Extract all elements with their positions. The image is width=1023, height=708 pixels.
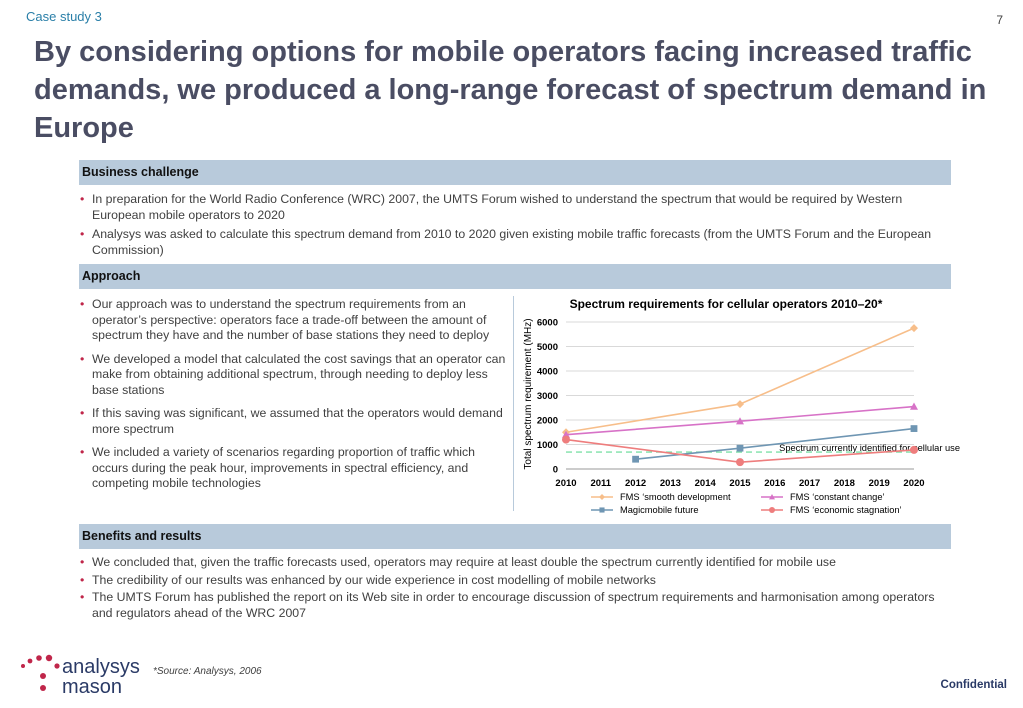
logo-text-analysys: analysys [62, 656, 140, 678]
chart-data-point [562, 435, 570, 444]
page-title: By considering options for mobile operat… [34, 36, 987, 144]
chart-y-tick-label: 1000 [537, 440, 558, 451]
page-number: 7 [996, 13, 1003, 27]
chart-data-point [910, 402, 918, 410]
chart-data-point [632, 455, 639, 463]
list-item: Analysys was asked to calculate this spe… [80, 227, 942, 258]
chart-x-tick-label: 2014 [695, 478, 717, 489]
chart-x-tick-label: 2016 [764, 478, 785, 489]
section-bar-benefits: Benefits and results [79, 524, 951, 549]
chart-x-tick-label: 2019 [869, 478, 890, 489]
list-item: The credibility of our results was enhan… [80, 573, 942, 589]
chart-legend-label: FMS ‘economic stagnation’ [790, 505, 902, 515]
chart-x-tick-label: 2015 [729, 478, 751, 489]
confidential-label: Confidential [940, 679, 1007, 691]
chart-data-point [599, 494, 605, 500]
chart-x-tick-label: 2018 [834, 478, 855, 489]
chart-data-point [910, 445, 918, 454]
logo-text-mason: mason [62, 676, 122, 697]
chart-x-tick-label: 2010 [555, 478, 576, 489]
chart-y-tick-label: 0 [553, 465, 558, 476]
chart-data-point [736, 400, 744, 409]
source-note: *Source: Analysys, 2006 [153, 666, 262, 677]
list-item: We concluded that, given the traffic for… [80, 555, 942, 571]
chart-data-point [910, 324, 918, 333]
list-item: If this saving was significant, we assum… [80, 406, 514, 437]
chart-y-tick-label: 2000 [537, 416, 558, 427]
section-bar-business-challenge: Business challenge [79, 160, 951, 185]
chart-legend-label: FMS ‘constant change’ [790, 492, 885, 502]
list-item: We included a variety of scenarios regar… [80, 445, 514, 492]
approach-list: Our approach was to understand the spect… [80, 297, 514, 500]
case-study-label: Case study 3 [26, 9, 102, 24]
chart-data-point [736, 417, 744, 425]
chart-y-tick-label: 5000 [537, 342, 558, 353]
list-item: The UMTS Forum has published the report … [80, 590, 942, 621]
list-item: We developed a model that calculated the… [80, 352, 514, 399]
analysys-mason-logo: analysys mason [21, 654, 140, 697]
list-item: Our approach was to understand the spect… [80, 297, 514, 344]
chart-legend-label: Magicmobile future [620, 505, 699, 515]
chart-x-tick-label: 2020 [903, 478, 924, 489]
business-challenge-list: In preparation for the World Radio Confe… [80, 192, 942, 262]
chart-y-axis-label: Total spectrum requirement (MHz) [523, 318, 534, 469]
chart-data-point [736, 444, 744, 452]
chart-data-point [736, 458, 744, 467]
chart-reference-label: Spectrum currently identified for cellul… [779, 443, 960, 453]
spectrum-chart: Spectrum requirements for cellular opera… [523, 297, 960, 515]
chart-data-point [562, 430, 570, 438]
chart-series-line [565, 327, 915, 434]
section-bar-approach: Approach [79, 264, 951, 289]
chart-x-tick-label: 2011 [590, 478, 611, 489]
chart-data-point [769, 494, 775, 500]
column-divider [513, 296, 514, 511]
chart-title: Spectrum requirements for cellular opera… [570, 297, 883, 311]
chart-data-point [599, 507, 605, 513]
chart-legend-label: FMS ‘smooth development [620, 492, 731, 502]
chart-y-tick-label: 3000 [537, 391, 558, 402]
list-item: In preparation for the World Radio Confe… [80, 192, 942, 223]
chart-x-tick-label: 2013 [660, 478, 681, 489]
chart-data-point [910, 425, 918, 432]
benefits-list: We concluded that, given the traffic for… [80, 555, 942, 623]
chart-x-tick-label: 2017 [799, 478, 820, 489]
chart-y-tick-label: 4000 [537, 367, 558, 378]
chart-y-tick-label: 6000 [537, 318, 558, 329]
chart-data-point [769, 507, 775, 513]
chart-x-tick-label: 2012 [625, 478, 646, 489]
